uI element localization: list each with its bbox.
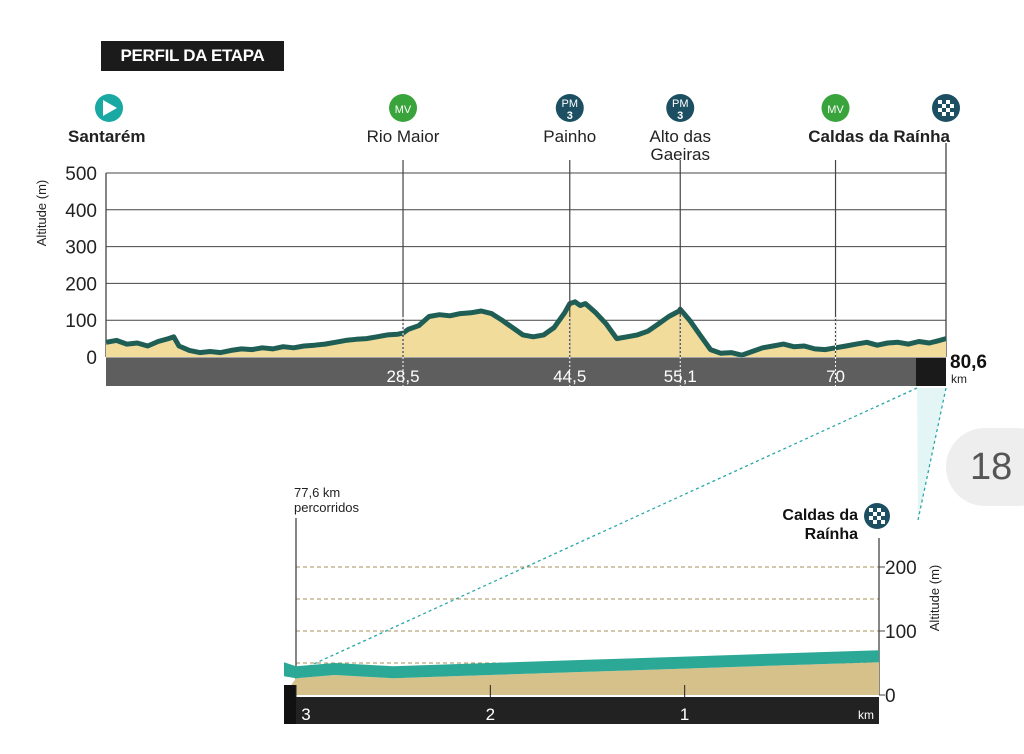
checker-square bbox=[950, 104, 954, 108]
detail-x-tick-label: 2 bbox=[486, 705, 495, 724]
distance-label: 28,5 bbox=[386, 367, 419, 386]
checker-square bbox=[873, 512, 877, 516]
detail-y-tick-label: 200 bbox=[885, 558, 917, 579]
detail-x-tick-label: 3 bbox=[301, 705, 310, 724]
distance-label: 44,5 bbox=[553, 367, 586, 386]
detail-x-tick-label: 1 bbox=[680, 705, 689, 724]
mv-sprint-icon bbox=[389, 94, 418, 122]
checker-square bbox=[873, 520, 877, 524]
detail-start-note: 77,6 km bbox=[294, 485, 340, 500]
marker-badge: MV bbox=[827, 104, 844, 116]
zoom-connector-left bbox=[304, 387, 918, 669]
checker-square bbox=[869, 516, 873, 520]
play-triangle bbox=[103, 100, 117, 116]
marker-name: Painho bbox=[543, 127, 596, 146]
marker-badge: MV bbox=[395, 104, 412, 116]
y-tick-label: 400 bbox=[65, 201, 97, 222]
marker-name: Caldas da Raínha bbox=[808, 127, 950, 146]
elevation-line bbox=[105, 299, 947, 358]
checker-square bbox=[950, 112, 954, 116]
distance-bar bbox=[106, 358, 946, 386]
detail-ground bbox=[284, 662, 879, 695]
checker-square bbox=[946, 108, 950, 112]
finish-segment bbox=[916, 358, 946, 386]
marker-badge: PM bbox=[672, 98, 689, 110]
page-title: PERFIL DA ETAPA bbox=[101, 41, 284, 71]
pm-climb-icon bbox=[555, 94, 584, 122]
detail-y-axis-label: Altitude (m) bbox=[927, 565, 942, 631]
finish-distance-unit: km bbox=[951, 372, 967, 386]
y-tick-label: 0 bbox=[86, 348, 97, 369]
checker-square bbox=[881, 520, 885, 524]
distance-label: 70 bbox=[826, 367, 845, 386]
y-tick-label: 500 bbox=[65, 164, 97, 185]
y-tick-label: 200 bbox=[65, 274, 97, 295]
checker-square bbox=[869, 508, 873, 512]
detail-finish-name: Caldas da bbox=[782, 507, 858, 524]
checker-square bbox=[877, 516, 881, 520]
finish-distance: 80,6 bbox=[950, 352, 987, 373]
detail-bar-edge bbox=[284, 685, 296, 724]
checker-square bbox=[938, 100, 942, 104]
checker-square bbox=[881, 512, 885, 516]
marker-name-line2: Gaeiras bbox=[650, 145, 710, 164]
marker-badge-category: 3 bbox=[567, 110, 573, 122]
y-axis-label: Altitude (m) bbox=[34, 180, 49, 246]
marker-name: Alto das bbox=[650, 127, 711, 146]
detail-x-unit: km bbox=[858, 708, 874, 722]
y-tick-label: 300 bbox=[65, 238, 97, 259]
pm-climb-icon bbox=[666, 94, 695, 122]
mv-sprint-icon bbox=[821, 94, 850, 122]
marker-badge-category: 3 bbox=[677, 110, 683, 122]
detail-y-tick-label: 0 bbox=[885, 686, 896, 707]
checker-square bbox=[938, 108, 942, 112]
checker-square bbox=[942, 112, 946, 116]
checker-square bbox=[877, 508, 881, 512]
marker-name: Santarém bbox=[68, 127, 145, 146]
page-number-badge: 18 bbox=[946, 428, 1024, 506]
detail-start-note-line2: percorridos bbox=[294, 500, 360, 515]
detail-finish-name-line2: Raínha bbox=[805, 526, 858, 543]
detail-distance-bar bbox=[284, 685, 879, 724]
marker-name: Rio Maior bbox=[367, 127, 440, 146]
y-tick-label: 100 bbox=[65, 311, 97, 332]
marker-badge: PM bbox=[562, 98, 579, 110]
detail-y-tick-label: 100 bbox=[885, 622, 917, 643]
zoom-connector-right bbox=[917, 387, 947, 521]
distance-label: 55,1 bbox=[664, 367, 697, 386]
checker-square bbox=[942, 104, 946, 108]
detail-profile-band bbox=[284, 650, 879, 679]
checker-square bbox=[946, 100, 950, 104]
